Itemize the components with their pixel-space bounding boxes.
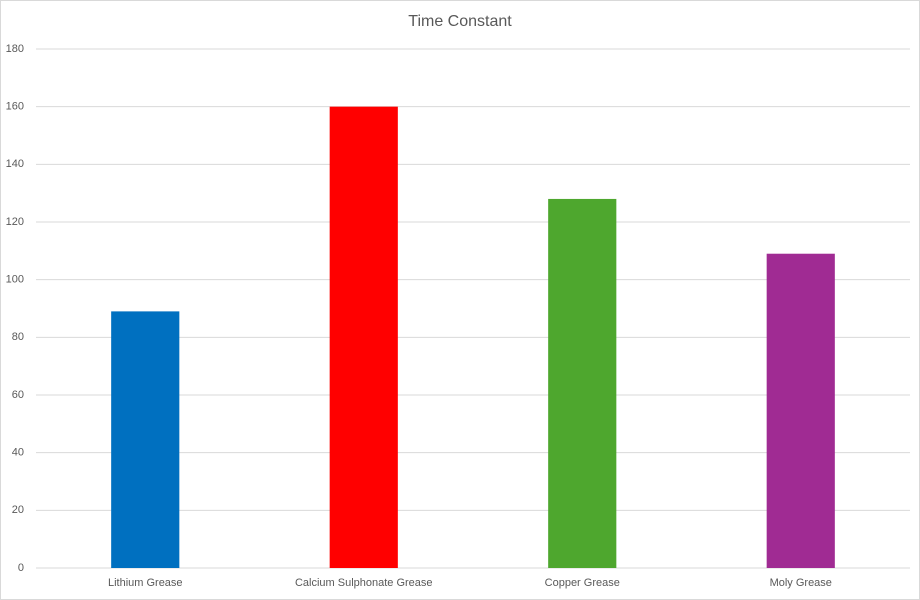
y-tick-label: 80 <box>12 331 24 343</box>
x-tick-label: Calcium Sulphonate Grease <box>295 577 433 589</box>
y-tick-label: 120 <box>6 216 24 228</box>
chart-title: Time Constant <box>408 13 512 30</box>
y-tick-label: 100 <box>6 274 24 286</box>
bar <box>548 198 617 568</box>
y-tick-label: 40 <box>12 447 24 459</box>
y-tick-label: 0 <box>18 562 24 574</box>
bar <box>766 253 835 568</box>
y-tick-label: 20 <box>12 504 24 516</box>
x-tick-label: Copper Grease <box>545 577 620 589</box>
y-tick-label: 160 <box>6 101 24 113</box>
x-tick-label: Lithium Grease <box>108 577 183 589</box>
y-tick-label: 180 <box>6 43 24 55</box>
bar <box>329 106 398 569</box>
y-tick-label: 140 <box>6 158 24 170</box>
x-tick-label: Moly Grease <box>770 577 832 589</box>
y-tick-label: 60 <box>12 389 24 401</box>
bar <box>111 311 180 568</box>
